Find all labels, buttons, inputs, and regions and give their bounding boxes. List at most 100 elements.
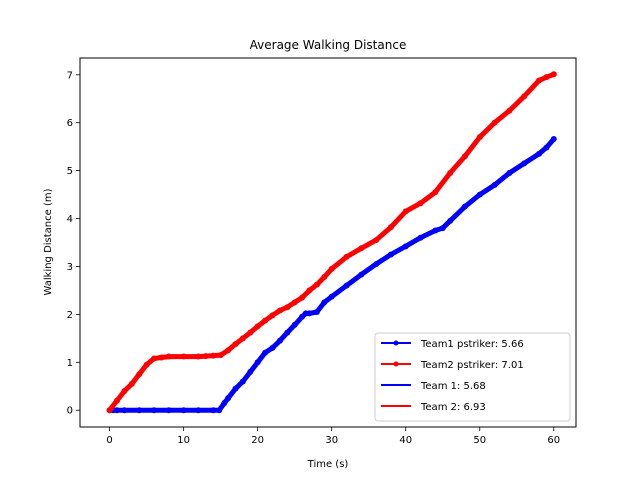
- data-point: [180, 353, 187, 360]
- data-point: [210, 407, 217, 414]
- data-point: [195, 353, 202, 360]
- data-point: [432, 227, 439, 234]
- data-point: [447, 217, 454, 224]
- data-point: [299, 294, 306, 301]
- plot-area: [79, 57, 577, 428]
- data-point: [143, 361, 150, 368]
- data-point: [158, 354, 165, 361]
- data-point: [402, 243, 409, 250]
- data-point: [232, 341, 239, 348]
- data-point: [439, 225, 446, 232]
- data-point: [417, 234, 424, 241]
- data-point: [358, 271, 365, 278]
- data-point: [343, 253, 350, 260]
- data-point: [313, 281, 320, 288]
- data-point: [535, 150, 542, 157]
- legend-item: Team 1: 5.68: [381, 381, 486, 392]
- data-point: [358, 245, 365, 252]
- data-point: [291, 321, 298, 328]
- x-axis-label: Time (s): [307, 459, 349, 470]
- data-point: [491, 181, 498, 188]
- data-point: [114, 407, 121, 414]
- data-point: [128, 380, 135, 387]
- x-tick-label: 30: [325, 435, 338, 446]
- data-point: [461, 153, 468, 160]
- data-point: [284, 329, 291, 336]
- legend-label: Team1 pstriker: 5.66: [420, 339, 524, 350]
- data-point: [217, 352, 224, 359]
- data-point: [387, 251, 394, 258]
- data-point: [543, 74, 550, 81]
- data-point: [550, 71, 557, 78]
- data-point: [136, 407, 143, 414]
- data-point: [306, 287, 313, 294]
- legend-label: Team 2: 6.93: [420, 402, 486, 413]
- data-point: [506, 170, 513, 177]
- y-tick-label: 2: [67, 310, 73, 321]
- plot-frame: [79, 57, 577, 428]
- x-tick-label: 0: [106, 435, 112, 446]
- legend-marker: [393, 340, 399, 346]
- data-point: [343, 282, 350, 289]
- data-point: [476, 191, 483, 198]
- data-point: [387, 224, 394, 231]
- data-point: [535, 77, 542, 84]
- data-point: [321, 299, 328, 306]
- y-tick-label: 4: [67, 214, 73, 225]
- data-point: [306, 310, 313, 317]
- data-point: [262, 317, 269, 324]
- data-point: [225, 395, 232, 402]
- data-point: [291, 299, 298, 306]
- data-point: [254, 359, 261, 366]
- y-tick-label: 3: [67, 262, 73, 273]
- legend-item: Team1 pstriker: 5.66: [381, 339, 524, 350]
- data-point: [247, 368, 254, 375]
- data-point: [491, 119, 498, 126]
- data-point: [232, 385, 239, 392]
- x-tick-label: 40: [399, 435, 412, 446]
- data-point: [165, 353, 172, 360]
- data-point: [210, 352, 217, 359]
- data-point: [461, 203, 468, 210]
- data-point: [476, 134, 483, 141]
- x-tick-label: 60: [547, 435, 560, 446]
- data-point: [216, 407, 223, 414]
- data-point: [373, 261, 380, 268]
- data-point: [373, 237, 380, 244]
- series-layer: [106, 71, 557, 414]
- y-axis: 0 1 2 3 4 5 6 7: [67, 70, 80, 417]
- x-tick-label: 20: [251, 435, 264, 446]
- legend-item: Team2 pstriker: 7.01: [381, 360, 524, 371]
- data-point: [328, 293, 335, 300]
- legend-box: [374, 332, 571, 422]
- data-point: [151, 355, 158, 362]
- data-point: [328, 265, 335, 272]
- data-point: [402, 208, 409, 215]
- data-point: [121, 388, 128, 395]
- legend-label: Team2 pstriker: 7.01: [420, 360, 524, 371]
- data-point: [521, 93, 528, 100]
- data-point: [239, 335, 246, 342]
- legend-marker: [393, 361, 399, 367]
- data-point: [195, 407, 202, 414]
- data-point: [432, 189, 439, 196]
- data-point: [276, 307, 283, 314]
- data-point: [239, 378, 246, 385]
- data-point: [284, 304, 291, 311]
- data-point: [202, 353, 209, 360]
- data-point: [151, 407, 158, 414]
- data-point: [114, 397, 121, 404]
- data-point: [106, 407, 113, 414]
- legend-item: Team 2: 6.93: [381, 402, 486, 413]
- data-point: [321, 274, 328, 281]
- y-tick-label: 7: [67, 70, 73, 81]
- data-point: [136, 371, 143, 378]
- series-1: [106, 135, 557, 414]
- data-point: [447, 170, 454, 177]
- data-point: [506, 107, 513, 114]
- x-tick-label: 10: [177, 435, 190, 446]
- data-point: [180, 407, 187, 414]
- data-point: [269, 344, 276, 351]
- data-point: [121, 407, 128, 414]
